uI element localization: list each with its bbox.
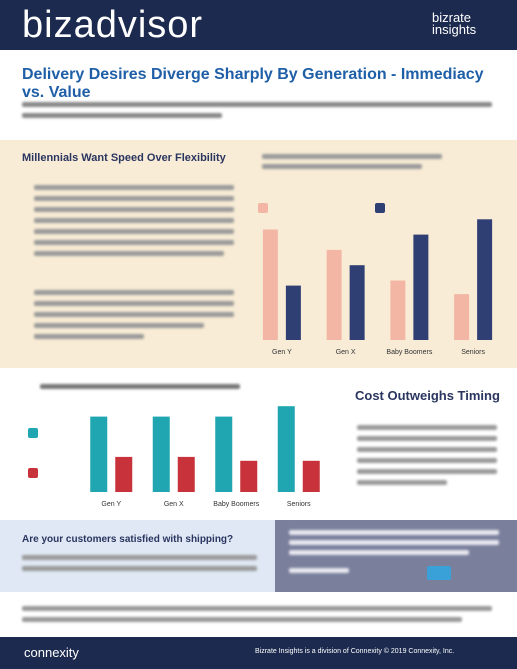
footer-note: Bizrate Insights is a division of Connex…: [255, 648, 455, 655]
body-text: [34, 251, 224, 256]
bar: [302, 460, 320, 492]
bar: [152, 416, 170, 492]
quote-author: [289, 568, 349, 573]
bar: [115, 456, 133, 492]
quote-box: [275, 520, 517, 592]
body-text: [357, 469, 497, 474]
legend-swatch: [28, 468, 38, 478]
section-heading: Millennials Want Speed Over Flexibility: [22, 152, 226, 164]
body-text: [357, 480, 447, 485]
cta-band: Are your customers satisfied with shippi…: [0, 520, 275, 592]
body-text: [34, 229, 234, 234]
x-tick-label: Gen X: [164, 501, 184, 508]
x-tick-label: Seniors: [287, 501, 311, 508]
body-text: [34, 196, 234, 201]
bar: [277, 406, 295, 492]
cta-heading: Are your customers satisfied with shippi…: [22, 534, 234, 545]
quote-text: [289, 550, 469, 555]
social-icon: [427, 566, 451, 580]
header-band: bizadvisor bizrate insights: [0, 0, 517, 50]
intro-text: [22, 113, 222, 118]
body-text: [34, 290, 234, 295]
quote-text: [289, 530, 499, 535]
chart-caption: [40, 384, 240, 389]
x-tick-label: Gen Y: [101, 501, 121, 508]
bar: [215, 416, 233, 492]
footer-logo: connexity: [24, 645, 79, 660]
section-heading: Cost Outweighs Timing: [355, 388, 500, 403]
body-text: [34, 312, 234, 317]
bar: [240, 460, 258, 492]
footnote: [22, 606, 492, 611]
body-text: [34, 185, 234, 190]
body-text: [357, 436, 497, 441]
body-text: [357, 447, 497, 452]
partner-logo: bizrate insights: [432, 10, 477, 37]
body-text: [357, 458, 497, 463]
chart-caption: [262, 154, 442, 159]
cta-text: [22, 555, 257, 560]
bar: [177, 456, 195, 492]
speed-section: Millennials Want Speed Over Flexibility: [0, 140, 517, 368]
page-title: Delivery Desires Diverge Sharply By Gene…: [22, 66, 484, 101]
body-text: [34, 207, 234, 212]
legend-swatch: [28, 428, 38, 438]
cta-text: [22, 566, 257, 571]
body-text: [34, 218, 234, 223]
brand: bizadvisor: [22, 4, 204, 46]
footer: connexity Bizrate Insights is a division…: [0, 637, 517, 669]
bar: [90, 416, 108, 492]
body-text: [34, 323, 204, 328]
body-text: [34, 240, 234, 245]
body-text: [34, 301, 234, 306]
x-tick-label: Baby Boomers: [213, 501, 259, 508]
quote-text: [289, 540, 499, 545]
intro-text: [22, 102, 492, 107]
body-text: [357, 425, 497, 430]
body-text: [34, 334, 144, 339]
chart-caption: [262, 164, 422, 169]
footnote: [22, 617, 462, 622]
